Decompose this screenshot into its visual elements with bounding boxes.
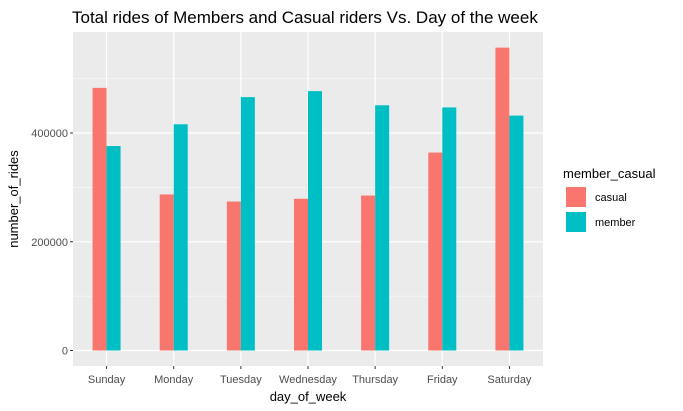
y-tick-label: 0 (62, 346, 68, 358)
legend-title: member_casual (563, 166, 656, 181)
bar-casual-saturday (495, 47, 510, 351)
bar-member-tuesday (240, 97, 255, 351)
legend-key-casual (566, 187, 586, 207)
x-axis-title: day_of_week (270, 389, 347, 404)
bar-member-wednesday (308, 91, 322, 351)
x-tick-label: Sunday (88, 374, 126, 386)
bar-member-friday (442, 107, 457, 351)
bar-casual-friday (428, 152, 443, 351)
bar-member-monday (173, 124, 188, 351)
bar-casual-wednesday (294, 198, 308, 351)
bar-casual-thursday (361, 195, 376, 351)
x-axis: Sunday Monday Tuesday Wednesday Thursday Frid… (88, 366, 532, 386)
bar-casual-tuesday (226, 201, 241, 351)
x-tick-label: Tuesday (220, 374, 262, 386)
bar-casual-sunday (92, 87, 107, 351)
bar-member-thursday (375, 105, 390, 351)
y-axis-title: number_of_rides (6, 150, 21, 248)
legend-key-member (566, 212, 586, 232)
x-tick-label: Wednesday (279, 374, 337, 386)
x-tick-label: Monday (154, 374, 194, 386)
x-tick-label: Thursday (352, 374, 398, 386)
y-tick-label: 400000 (31, 128, 68, 140)
bars (92, 47, 524, 351)
bar-member-sunday (106, 146, 121, 351)
y-tick-label: 200000 (31, 237, 68, 249)
chart-title: Total rides of Members and Casual riders… (72, 8, 538, 27)
legend-label-member: member (595, 217, 636, 229)
x-tick-label: Friday (427, 374, 458, 386)
legend-label-casual: casual (595, 192, 627, 204)
y-axis: 0 200000 400000 (31, 128, 73, 358)
bar-casual-monday (159, 194, 174, 351)
x-tick-label: Saturday (487, 374, 532, 386)
bar-member-saturday (509, 115, 524, 351)
legend: member_casual casual member (563, 166, 656, 232)
